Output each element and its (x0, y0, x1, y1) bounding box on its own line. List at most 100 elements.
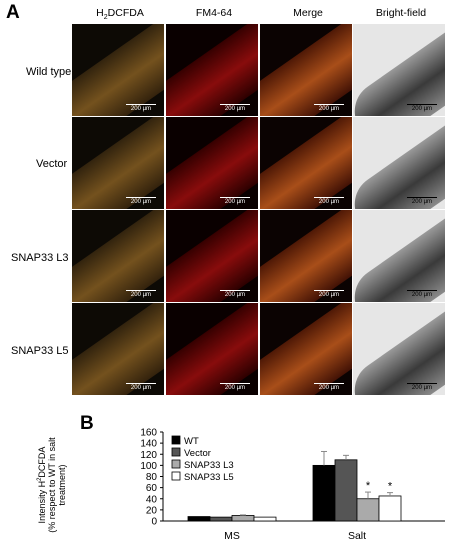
scale-bar-label: 200 µm (318, 199, 340, 205)
y-axis-label: Intensity H2DCFDA (% respect to WT in sa… (37, 415, 67, 555)
col-header-h2dcfda: H2DCFDA (96, 7, 144, 22)
micrograph-snap33-l3-h2dcfda: 200 µm (72, 210, 164, 302)
y-tick-label: 120 (140, 450, 157, 461)
scale-bar-line (220, 197, 250, 198)
legend-swatch (171, 471, 181, 481)
micrograph-wild-type-bright-field: 200 µm (353, 24, 445, 116)
scale-bar: 200 µm (220, 383, 250, 391)
col-header-merge: Merge (293, 7, 323, 19)
col-header-fm4-64: FM4-64 (195, 7, 233, 19)
scale-bar-label: 200 µm (130, 199, 152, 205)
bar-snap33-l3-ms (231, 515, 255, 522)
scale-bar-label: 200 µm (224, 385, 246, 391)
scale-bar: 200 µm (220, 290, 250, 298)
scale-bar-label: 200 µm (318, 106, 340, 112)
scale-bar-label: 200 µm (411, 199, 433, 205)
scale-bar-line (220, 290, 250, 291)
micrograph-wild-type-h2dcfda: 200 µm (72, 24, 164, 116)
micrograph-vector-h2dcfda: 200 µm (72, 117, 164, 209)
y-tick-label: 100 (140, 461, 157, 472)
scale-bar-label: 200 µm (224, 106, 246, 112)
micrograph-snap33-l3-bright-field: 200 µm (353, 210, 445, 302)
scale-bar-line (407, 104, 437, 105)
scale-bar-line (126, 197, 156, 198)
micrograph-wild-type-merge: 200 µm (260, 24, 352, 116)
legend-entry: SNAP33 L5 (184, 472, 234, 483)
scale-bar-label: 200 µm (411, 292, 433, 298)
scale-bar: 200 µm (126, 104, 156, 112)
legend-entry: SNAP33 L3 (184, 460, 234, 471)
scale-bar: 200 µm (407, 104, 437, 112)
legend-entry: Vector (184, 448, 211, 459)
scale-bar-label: 200 µm (224, 199, 246, 205)
scale-bar: 200 µm (126, 197, 156, 205)
bar-snap33-l5-ms (253, 516, 277, 522)
scale-bar-line (220, 104, 250, 105)
y-axis-label-line3: treatment) (57, 464, 67, 506)
scale-bar-line (126, 290, 156, 291)
y-tick-label: 140 (140, 439, 157, 450)
significance-marker: * (366, 480, 371, 492)
micrograph-vector-bright-field: 200 µm (353, 117, 445, 209)
legend-swatch (171, 459, 181, 469)
bar-wt-salt (312, 464, 336, 522)
micrograph-snap33-l5-merge: 200 µm (260, 303, 352, 395)
scale-bar-line (314, 383, 344, 384)
scale-bar: 200 µm (407, 197, 437, 205)
y-axis-label-line2: (% respect to WT in salt (47, 437, 57, 533)
bar-vector-ms (209, 516, 233, 522)
x-tick-label: Salt (348, 530, 366, 542)
legend-swatch (171, 435, 181, 445)
y-tick-label: 60 (146, 483, 158, 494)
scale-bar: 200 µm (220, 197, 250, 205)
scale-bar: 200 µm (126, 290, 156, 298)
scale-bar-label: 200 µm (318, 385, 340, 391)
significance-marker: * (388, 481, 393, 493)
row-label-snap33-l3: SNAP33 L3 (11, 252, 69, 264)
scale-bar: 200 µm (314, 290, 344, 298)
legend-swatch (171, 447, 181, 457)
row-label-wild-type: Wild type (26, 66, 72, 78)
micrograph-snap33-l3-merge: 200 µm (260, 210, 352, 302)
scale-bar: 200 µm (220, 104, 250, 112)
micrograph-snap33-l5-h2dcfda: 200 µm (72, 303, 164, 395)
y-axis-label-line1: Intensity H2DCFDA (37, 446, 47, 524)
scale-bar-line (314, 197, 344, 198)
y-tick-label: 0 (151, 517, 157, 528)
scale-bar: 200 µm (407, 383, 437, 391)
bar-vector-salt (334, 459, 358, 522)
scale-bar-line (407, 290, 437, 291)
col-header-bright-field: Bright-field (375, 7, 427, 19)
scale-bar: 200 µm (407, 290, 437, 298)
y-tick-label: 160 (140, 428, 157, 439)
scale-bar: 200 µm (314, 104, 344, 112)
scale-bar-label: 200 µm (224, 292, 246, 298)
scale-bar-line (220, 383, 250, 384)
scale-bar-line (407, 197, 437, 198)
scale-bar: 200 µm (126, 383, 156, 391)
scale-bar: 200 µm (314, 197, 344, 205)
micrograph-snap33-l3-fm4-64: 200 µm (166, 210, 258, 302)
scale-bar-label: 200 µm (130, 385, 152, 391)
scale-bar-line (126, 104, 156, 105)
y-tick-label: 40 (146, 494, 158, 505)
scale-bar-line (314, 290, 344, 291)
x-tick-label: MS (224, 530, 240, 542)
scale-bar-label: 200 µm (411, 385, 433, 391)
bar-wt-ms (187, 516, 211, 522)
panel-a-letter: A (6, 2, 20, 23)
scale-bar-line (314, 104, 344, 105)
micrograph-wild-type-fm4-64: 200 µm (166, 24, 258, 116)
scale-bar-label: 200 µm (130, 106, 152, 112)
scale-bar-label: 200 µm (318, 292, 340, 298)
scale-bar: 200 µm (314, 383, 344, 391)
row-label-snap33-l5: SNAP33 L5 (11, 345, 69, 357)
micrograph-vector-merge: 200 µm (260, 117, 352, 209)
scale-bar-label: 200 µm (411, 106, 433, 112)
micrograph-snap33-l5-fm4-64: 200 µm (166, 303, 258, 395)
y-tick-label: 20 (146, 505, 158, 516)
bar-snap33-l5-salt (378, 495, 402, 522)
y-tick-label: 80 (146, 472, 158, 483)
panel-b-letter: B (80, 413, 94, 434)
legend-entry: WT (184, 436, 199, 447)
